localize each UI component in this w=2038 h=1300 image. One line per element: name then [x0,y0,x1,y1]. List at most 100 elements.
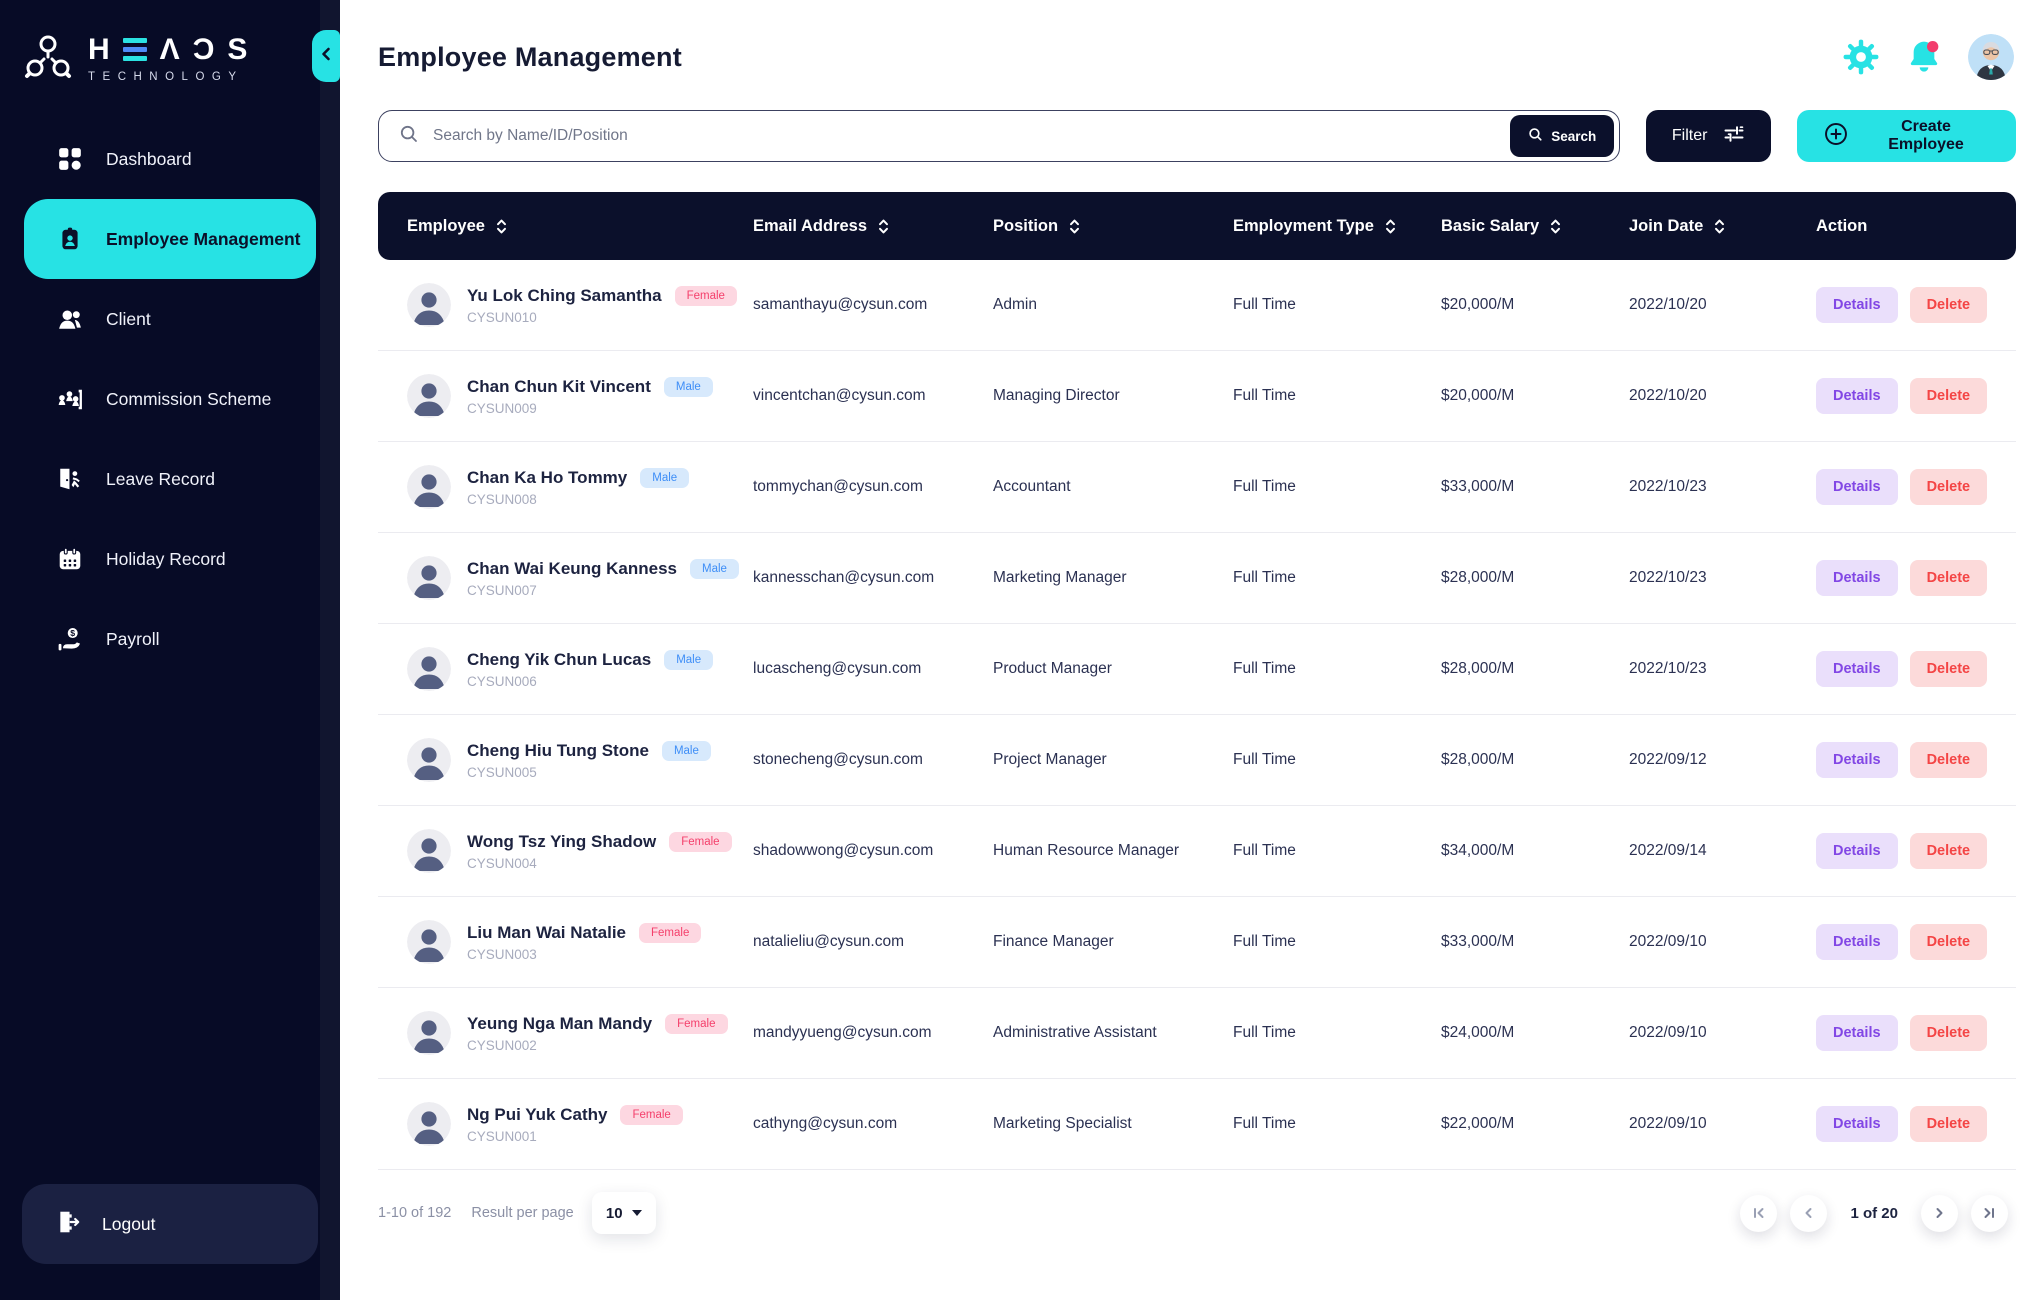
employee-email: stonecheng@cysun.com [753,751,923,768]
details-button[interactable]: Details [1816,651,1898,687]
delete-button[interactable]: Delete [1909,833,1988,869]
table-header: Employee Email Address Position Employme… [378,192,2016,260]
details-button[interactable]: Details [1816,1015,1898,1051]
search-button[interactable]: Search [1510,115,1615,157]
previous-page-button[interactable] [1790,1194,1828,1232]
svg-text:$: $ [70,628,75,638]
action-cell: Details Delete [1816,469,2016,505]
search-icon [399,124,419,149]
sidebar-item-employee-management[interactable]: Employee Management [24,199,316,279]
sidebar-item-holiday-record[interactable]: Holiday Record [0,519,340,599]
first-page-icon [1754,1208,1764,1218]
sidebar-item-client[interactable]: Client [0,279,340,359]
leave-door-icon [56,465,84,493]
per-page-label: Result per page [471,1205,574,1221]
employment-type: Full Time [1233,1024,1296,1041]
per-page-select[interactable]: 10 [591,1192,656,1234]
basic-salary: $33,000/M [1441,478,1515,495]
details-button[interactable]: Details [1816,924,1898,960]
employee-table: Employee Email Address Position Employme… [378,192,2016,1170]
action-cell: Details Delete [1816,833,2016,869]
column-header-join-date[interactable]: Join Date [1629,217,1816,236]
employee-name: Chan Chun Kit Vincent [467,376,651,396]
employee-id: CYSUN010 [467,309,537,325]
join-date: 2022/10/20 [1629,387,1707,404]
details-button[interactable]: Details [1816,1106,1898,1142]
sidebar-item-dashboard[interactable]: Dashboard [0,119,340,199]
user-avatar[interactable] [1968,34,2014,80]
column-header-employee[interactable]: Employee [407,217,753,236]
table-row: Ng Pui Yuk Cathy Female CYSUN001 cathyng… [378,1079,2016,1170]
results-range: 1-10 of 192 [378,1205,452,1221]
column-label: Join Date [1629,216,1704,235]
settings-gear-icon[interactable] [1842,38,1880,76]
employee-id: CYSUN002 [467,1037,537,1053]
employee-id: CYSUN008 [467,491,537,507]
sidebar-item-leave-record[interactable]: Leave Record [0,439,340,519]
details-button[interactable]: Details [1816,469,1898,505]
delete-button[interactable]: Delete [1909,469,1988,505]
details-button[interactable]: Details [1816,287,1898,323]
sidebar-item-payroll[interactable]: $ Payroll [0,599,340,679]
employee-position: Product Manager [993,660,1112,677]
sidebar-item-label: Client [106,308,151,329]
gender-badge: Female [674,285,737,306]
employment-type: Full Time [1233,660,1296,677]
basic-salary: $24,000/M [1441,1024,1515,1041]
details-button[interactable]: Details [1816,833,1898,869]
gender-badge: Female [620,1104,683,1125]
sort-icon [1551,219,1561,233]
details-button[interactable]: Details [1816,560,1898,596]
details-button[interactable]: Details [1816,378,1898,414]
employee-avatar-icon [407,283,451,327]
delete-button[interactable]: Delete [1909,287,1988,323]
column-label: Employment Type [1233,216,1374,235]
column-header-position[interactable]: Position [993,217,1233,236]
last-page-button[interactable] [1971,1194,2008,1232]
sidebar-item-commission-scheme[interactable]: Commission Scheme [0,359,340,439]
next-page-button[interactable] [1921,1194,1958,1232]
gender-badge: Male [664,649,714,670]
delete-button[interactable]: Delete [1909,1106,1988,1142]
delete-button[interactable]: Delete [1909,378,1988,414]
sort-icon [1070,219,1080,233]
brand-subtitle: TECHNOLOGY [88,70,244,83]
column-header-email[interactable]: Email Address [753,217,993,236]
join-date: 2022/09/10 [1629,933,1707,950]
delete-button[interactable]: Delete [1909,1015,1988,1051]
logout-button[interactable]: Logout [22,1184,318,1264]
basic-salary: $22,000/M [1441,1115,1515,1132]
action-cell: Details Delete [1816,560,2016,596]
employee-name: Yu Lok Ching Samantha [467,285,662,305]
search-input[interactable] [431,126,1620,146]
topbar: Employee Management [378,34,2016,80]
employee-cell: Chan Wai Keung Kanness Male CYSUN007 [407,556,753,600]
column-header-employment-type[interactable]: Employment Type [1233,217,1441,236]
notifications-bell-icon[interactable] [1904,37,1944,77]
heads-logo-icon [22,30,74,87]
first-page-button[interactable] [1740,1194,1778,1232]
toolbar: Search Filter Create Employee [378,110,2016,162]
employee-cell: Chan Ka Ho Tommy Male CYSUN008 [407,465,753,509]
delete-button[interactable]: Delete [1909,742,1988,778]
details-button[interactable]: Details [1816,742,1898,778]
main-content: Employee Management [340,0,2038,1300]
delete-button[interactable]: Delete [1909,924,1988,960]
employee-position: Administrative Assistant [993,1024,1157,1041]
delete-button[interactable]: Delete [1909,651,1988,687]
sort-icon [496,219,506,233]
create-employee-button[interactable]: Create Employee [1797,110,2016,162]
column-header-basic-salary[interactable]: Basic Salary [1441,217,1629,236]
employee-position: Project Manager [993,751,1107,768]
gender-badge: Male [690,558,739,579]
sidebar-collapse-button[interactable] [312,30,340,82]
action-cell: Details Delete [1816,287,2016,323]
employee-name: Chan Ka Ho Tommy [467,467,628,487]
employee-email: natalieliu@cysun.com [753,933,904,950]
action-cell: Details Delete [1816,651,2016,687]
delete-button[interactable]: Delete [1909,560,1988,596]
employee-avatar-icon [407,920,451,964]
column-label: Action [1816,216,1868,235]
employee-avatar-icon [407,1102,451,1146]
filter-button[interactable]: Filter [1646,110,1772,162]
